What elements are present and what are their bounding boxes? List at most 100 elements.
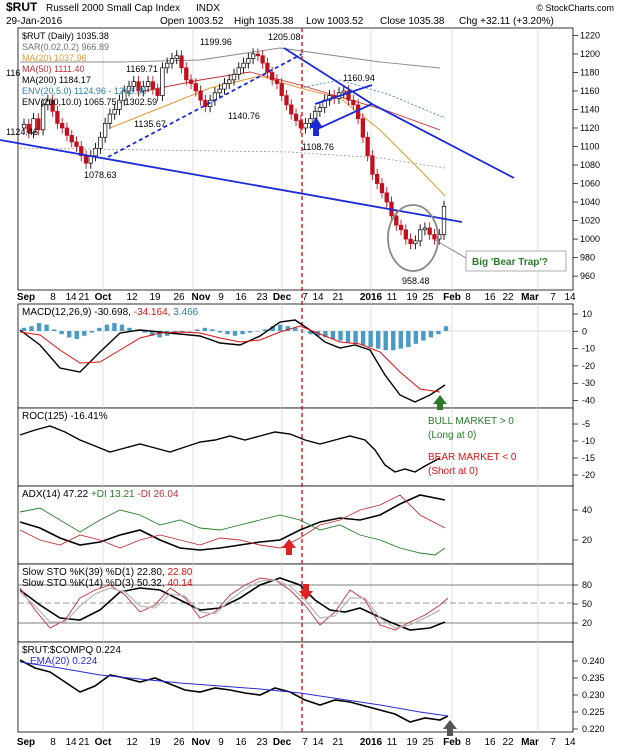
adx-label: ADX(14) 47.22 +DI 13.21 -DI 26.04 — [22, 489, 179, 500]
x-tick-label: 14 — [312, 292, 324, 303]
price-tick-label: 1160 — [580, 86, 599, 96]
candle-body — [179, 55, 184, 69]
candle-body — [284, 95, 289, 106]
candle-body — [360, 118, 366, 138]
x-tick-label: 11 — [387, 737, 398, 748]
macd-hist-bar — [217, 331, 223, 333]
macd-hist-bar — [353, 331, 358, 344]
axis-tick-label: -5 — [582, 419, 590, 429]
candle-body — [379, 183, 385, 194]
x-tick-label: 25 — [422, 292, 434, 303]
candle-body — [312, 110, 318, 120]
x-tick-label: 16 — [235, 292, 247, 303]
macd-hist-bar — [149, 331, 155, 336]
macd-line — [19, 319, 446, 403]
axis-tick-label: 0.235 — [582, 673, 605, 683]
macd-hist-bar — [300, 331, 306, 332]
axis-tick-label: -30 — [582, 378, 595, 388]
candle-body — [169, 58, 175, 64]
macd-hist-bar — [187, 331, 192, 332]
ratio-line — [19, 659, 449, 723]
x-tick-label: 19 — [406, 292, 418, 303]
candle-body — [227, 79, 232, 84]
candle-body — [398, 224, 404, 231]
legend-entry: MA(200) 1184.17 — [22, 75, 91, 85]
change-value: Chg +32.11 (+3.20%) — [459, 16, 554, 27]
macd-hist-bar — [44, 324, 49, 331]
annotation-1078: 1078.63 — [84, 170, 117, 180]
candle-body — [222, 83, 227, 90]
trendline-down — [371, 103, 515, 179]
x-axis-labels-top: Sep 8 14 21 Oct 12 19 26 Nov 9 16 23 Dec 7 14 21 2016 11 1… — [17, 292, 576, 303]
bull-market-sub: (Long at 0) — [428, 430, 476, 441]
x-tick-label: Dec — [273, 737, 292, 748]
candle-body — [441, 205, 447, 235]
axis-tick-label: 20 — [582, 535, 592, 545]
price-tick-label: 1060 — [580, 179, 600, 189]
candle-body — [365, 136, 370, 157]
x-tick-label: 14 — [564, 737, 576, 748]
price-tick-label: 1000 — [580, 234, 600, 244]
x-tick-label: Oct — [95, 737, 112, 748]
x-tick-label: 8 — [465, 737, 471, 748]
candle-body — [241, 62, 246, 69]
x-tick-label: 8 — [50, 737, 56, 748]
callout-text: Big 'Bear Trap'? — [472, 257, 548, 268]
macd-hist-bar — [210, 329, 215, 331]
axis-tick-label: 10 — [582, 309, 592, 319]
x-tick-label: Sep — [17, 737, 35, 748]
triangle-upper — [314, 84, 373, 105]
candle-body — [351, 99, 356, 106]
x-tick-label: 16 — [484, 737, 496, 748]
candle-body — [145, 81, 151, 87]
low-value: Low 1003.52 — [306, 16, 364, 27]
x-tick-label: 2016 — [360, 737, 383, 748]
sto-axis: 80 50 20 — [573, 580, 592, 628]
roc-panel — [17, 407, 574, 487]
sto-fast-d-line — [19, 579, 441, 629]
x-tick-label: 21 — [78, 292, 90, 303]
price-tick-label: 960 — [580, 271, 595, 281]
candle-body — [408, 238, 413, 245]
axis-tick-label: 0.220 — [582, 724, 605, 734]
macd-hist-bar — [330, 331, 336, 339]
macd-axis: 10 0 -10 -20 -30 -40 — [573, 309, 595, 406]
x-tick-label: Dec — [273, 292, 292, 303]
candle-body — [40, 104, 46, 131]
candle-body — [403, 229, 408, 240]
legend-entry: ENV(200,10.0) 1065.75 - 1302.59 — [22, 97, 157, 107]
x-tick-label: 21 — [332, 292, 344, 303]
axis-tick-label: -20 — [582, 361, 595, 371]
macd-hist-bar — [82, 331, 87, 336]
axis-tick-label: 40 — [582, 505, 592, 515]
ratio-axis: 0.240 0.235 0.230 0.225 0.220 — [573, 656, 605, 734]
axis-tick-label: -15 — [582, 453, 595, 463]
axis-tick-label: 0.225 — [582, 707, 605, 717]
candle-body — [198, 90, 203, 101]
axis-tick-label: -40 — [582, 396, 595, 406]
credit: © StockCharts.com — [536, 3, 614, 13]
candle-body — [165, 62, 170, 69]
macd-hist-bar — [270, 326, 275, 331]
x-tick-label: Nov — [192, 737, 211, 748]
candle-body — [394, 215, 399, 226]
candle-body — [346, 90, 351, 101]
macd-hist-bar — [74, 331, 79, 339]
candle-body — [126, 85, 132, 92]
macd-hist-bar — [323, 331, 328, 338]
macd-hist-bar — [421, 331, 426, 341]
candle-body — [122, 90, 127, 101]
ratio-ema-line — [19, 661, 449, 717]
macd-hist-bar — [36, 323, 42, 331]
price-up-arrow — [309, 117, 323, 136]
macd-histogram — [21, 323, 449, 351]
candle-body — [384, 192, 389, 203]
candle-body — [432, 234, 437, 240]
high-value: High 1035.38 — [234, 16, 294, 27]
bear-market-sub: (Short at 0) — [428, 466, 478, 477]
candle-body — [117, 99, 122, 110]
bull-market-label: BULL MARKET > 0 — [428, 416, 514, 427]
x-tick-label: 19 — [149, 737, 161, 748]
macd-hist-bar — [406, 331, 411, 347]
